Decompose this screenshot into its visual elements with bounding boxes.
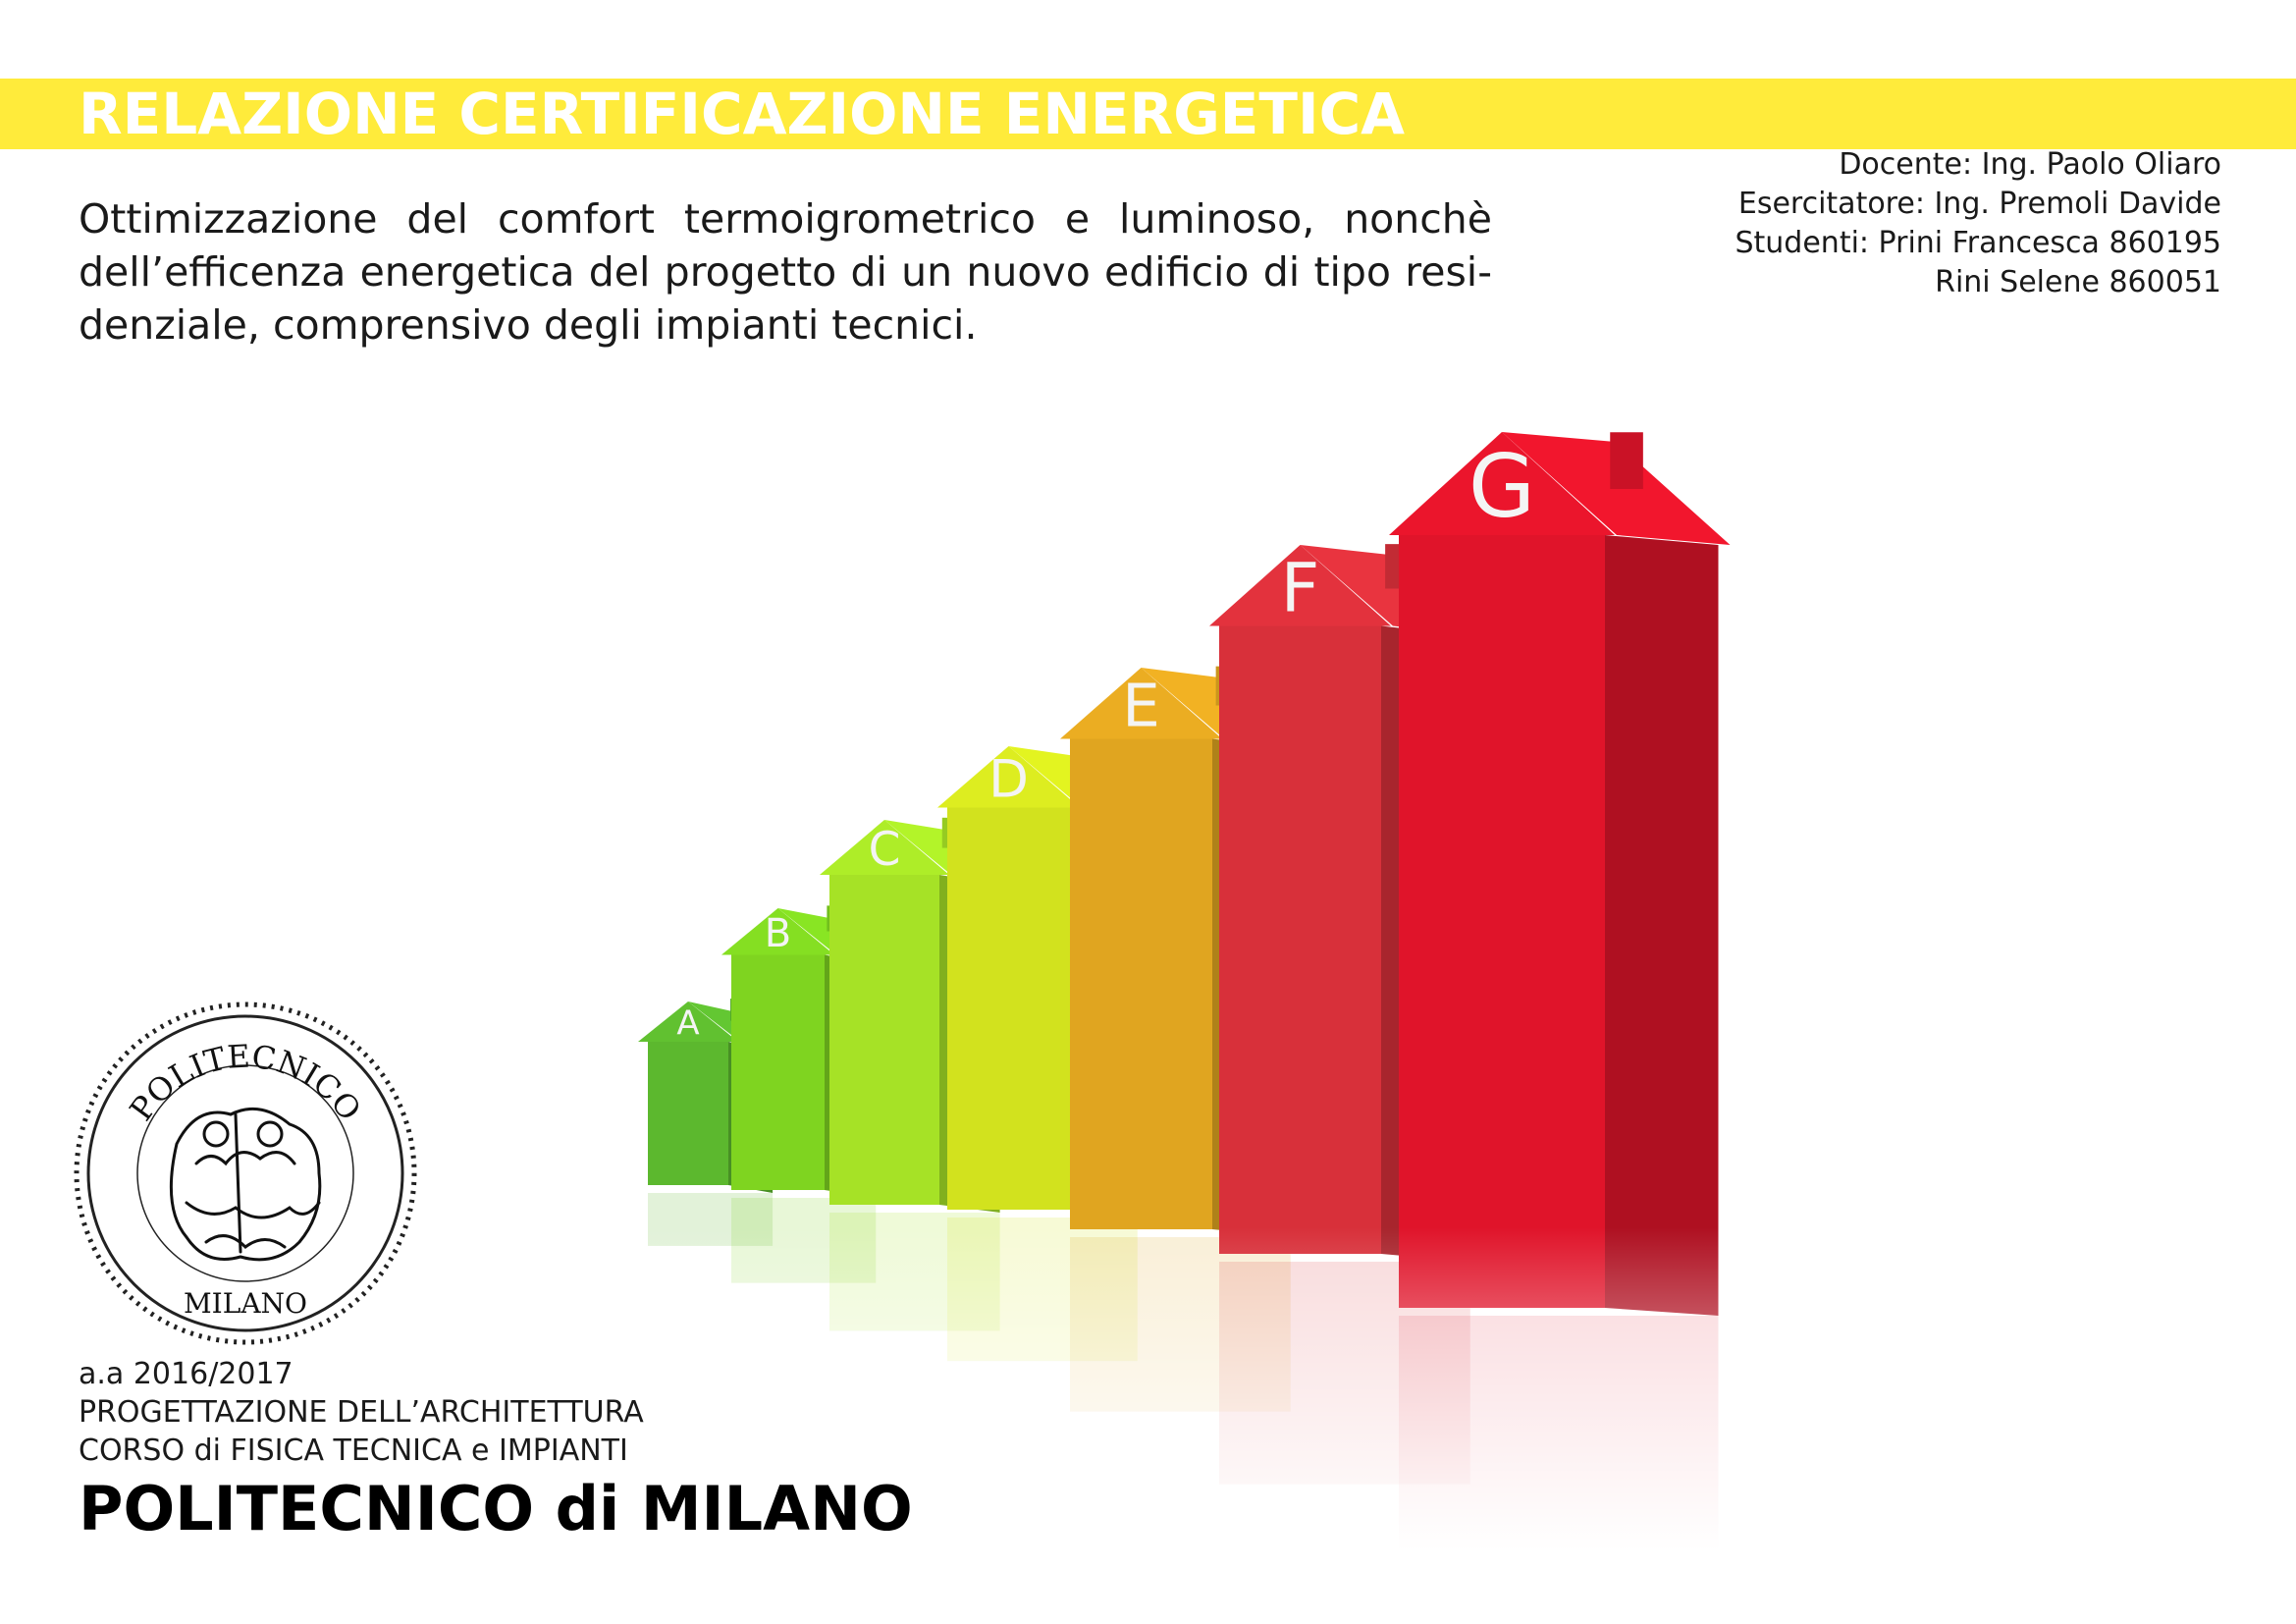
house-gable <box>721 908 834 955</box>
academic-year: a.a 2016/2017 <box>79 1357 294 1391</box>
house-front <box>829 875 939 1205</box>
course-subject: CORSO di FISICA TECNICA e IMPIANTI <box>79 1434 628 1468</box>
house-front <box>1399 535 1605 1308</box>
energy-class-label: B <box>765 911 791 956</box>
house-gable <box>638 1001 738 1042</box>
energy-class-label: E <box>1122 671 1160 740</box>
credit-teacher: Docente: Ing. Paolo Oliaro <box>1839 147 2221 182</box>
energy-class-label: A <box>676 1004 699 1044</box>
house-front <box>731 954 825 1190</box>
house-front <box>947 807 1070 1210</box>
politecnico-seal-logo: POLITECNICO MILANO <box>74 1001 417 1345</box>
title-banner <box>0 79 2296 149</box>
document-title: RELAZIONE CERTIFICAZIONE ENERGETICA <box>79 81 1406 147</box>
footer-block: a.a 2016/2017 PROGETTAZIONE DELL’ARCHITE… <box>79 1355 913 1546</box>
house-front <box>1070 738 1212 1229</box>
credit-assistant: Esercitatore: Ing. Premoli Davide <box>1737 187 2221 221</box>
energy-class-label: F <box>1281 550 1320 628</box>
house-front <box>648 1042 728 1185</box>
energy-class-label: C <box>869 823 901 877</box>
house-gable <box>1389 432 1615 535</box>
course-name: PROGETTAZIONE DELL’ARCHITETTURA <box>79 1395 644 1430</box>
energy-class-label: G <box>1468 436 1535 537</box>
energy-class-label: D <box>988 749 1029 809</box>
house-gable <box>1209 545 1391 626</box>
house-gable <box>1060 668 1222 739</box>
institution-name: POLITECNICO di MILANO <box>79 1473 913 1544</box>
credits-block: Docente: Ing. Paolo Oliaro Esercitatore:… <box>1534 145 2221 302</box>
credit-student-2: Rini Selene 860051 <box>1935 265 2221 299</box>
energy-class-houses-illustration: A B C D E F G <box>609 432 2218 1551</box>
house-gable <box>820 820 949 875</box>
house-gable <box>937 746 1080 808</box>
intro-paragraph: Ottimizzazione del comfort termoigrometr… <box>79 195 1492 349</box>
seal-bottom-text: MILANO <box>184 1287 307 1320</box>
energy-class-house-a: A <box>638 999 785 1246</box>
house-front <box>1219 625 1381 1254</box>
house-chimney <box>1610 432 1643 489</box>
house-side <box>1605 535 1719 1316</box>
credit-students: Studenti: Prini Francesca 860195 <box>1735 226 2221 260</box>
